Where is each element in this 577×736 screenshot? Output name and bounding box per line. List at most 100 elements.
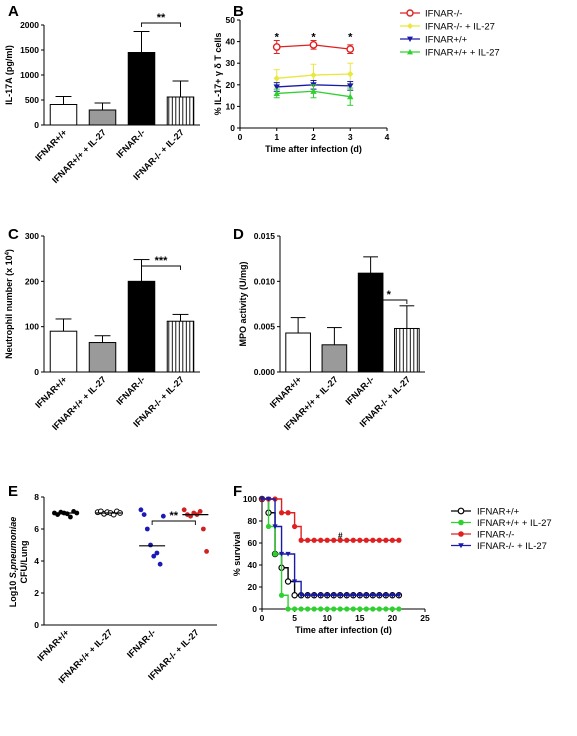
y-axis-label-species: S.pneumoniae (8, 517, 18, 579)
data-point (138, 507, 144, 513)
data-point (389, 606, 395, 612)
data-point (318, 606, 324, 612)
bar (49, 104, 78, 126)
bar (49, 330, 78, 373)
significance-label: * (387, 289, 392, 301)
data-point (347, 70, 354, 78)
scatter-group (181, 507, 209, 554)
data-point (284, 578, 292, 585)
y-tick-label: 20 (248, 582, 258, 592)
data-point (265, 523, 272, 530)
y-tick-label: 10 (226, 101, 236, 111)
data-point (318, 593, 324, 598)
y-axis-label-line2: CFU/Lung (19, 541, 29, 584)
data-point (337, 537, 343, 543)
series-path (262, 498, 399, 610)
legend-label: IFNAR+/+ + IL-27 (425, 48, 500, 59)
panel-b: 0 10 20 30 40 50 0 1 2 3 4 Time after infection (d)… (213, 9, 500, 155)
data-point (350, 537, 356, 543)
data-point (458, 543, 464, 549)
data-point (311, 537, 317, 543)
data-point (154, 550, 160, 556)
data-point (370, 537, 376, 543)
legend-entry: IFNAR-/- (451, 530, 514, 541)
y-tick-label: 40 (248, 560, 258, 570)
significance-label: * (348, 31, 353, 43)
data-point (310, 71, 317, 79)
y-axis-label: % IL-17+ γ δ T cells (213, 33, 223, 116)
bar (394, 327, 420, 373)
legend-entry: IFNAR+/+ (451, 507, 520, 518)
y-tick-label: 1000 (20, 70, 39, 80)
bar (166, 96, 195, 126)
y-tick-label: 30 (226, 58, 236, 68)
y-tick-label: 100 (25, 322, 39, 332)
y-tick-label: 0 (34, 120, 39, 130)
panel-letter-d: D (233, 226, 244, 243)
data-point (273, 90, 280, 96)
x-tick-label: 0 (260, 613, 265, 623)
data-point (265, 496, 272, 502)
data-point (407, 23, 413, 29)
significance-label: ** (157, 12, 166, 24)
legend-label: IFNAR+/+ + IL-27 (477, 518, 552, 529)
data-point (331, 537, 337, 543)
data-point (383, 537, 389, 543)
data-point (151, 553, 157, 559)
data-point (457, 507, 465, 515)
x-tick-label: 10 (322, 613, 332, 623)
legend-label: IFNAR-/- + IL-27 (477, 541, 547, 552)
y-tick-label: 40 (226, 37, 236, 47)
data-point (259, 496, 265, 502)
data-point (347, 83, 354, 90)
data-point (285, 606, 291, 612)
y-tick-label: 0 (34, 620, 39, 630)
data-point (370, 593, 376, 598)
data-point (278, 592, 285, 598)
panel-letter-e: E (8, 483, 18, 500)
legend-label: IFNAR+/+ (425, 35, 468, 46)
panel-letter-b: B (233, 3, 244, 20)
bar (88, 109, 117, 126)
data-point (407, 49, 413, 55)
data-point (160, 513, 166, 519)
significance-bracket (151, 520, 196, 525)
y-tick-label: 8 (34, 492, 39, 502)
significance-label: ** (169, 510, 178, 522)
y-tick-label: 100 (243, 494, 257, 504)
data-point (370, 606, 376, 612)
y-tick-label: 6 (34, 524, 39, 534)
data-point (318, 537, 324, 543)
data-point (204, 549, 209, 554)
x-tick-label: 3 (348, 132, 353, 142)
significance-bracket (141, 265, 181, 270)
panel-letter-c: C (8, 226, 19, 243)
data-point (285, 510, 291, 516)
data-point (141, 512, 147, 517)
data-point (285, 551, 291, 557)
bar (285, 332, 311, 373)
category-label: IFNAR-/- (344, 374, 377, 407)
data-point (272, 524, 278, 530)
data-point (272, 43, 281, 51)
data-point (357, 537, 363, 543)
legend-entry: IFNAR-/- + IL-27 (451, 541, 547, 552)
data-point (458, 519, 464, 526)
data-point (272, 551, 278, 557)
category-label: IFNAR+/+ (35, 627, 71, 663)
data-point (298, 593, 304, 598)
data-point (309, 40, 318, 49)
data-point (311, 606, 317, 612)
x-tick-label: 20 (388, 613, 398, 623)
data-point (396, 537, 402, 543)
data-point (344, 537, 350, 543)
bar (127, 280, 156, 373)
data-point (376, 537, 382, 543)
legend-entry: IFNAR-/- + IL-27 (400, 22, 495, 33)
category-label: IFNAR+/+ (33, 127, 69, 163)
y-tick-label: 50 (226, 15, 236, 25)
y-tick-label: 1500 (20, 45, 39, 55)
data-point (389, 537, 395, 543)
